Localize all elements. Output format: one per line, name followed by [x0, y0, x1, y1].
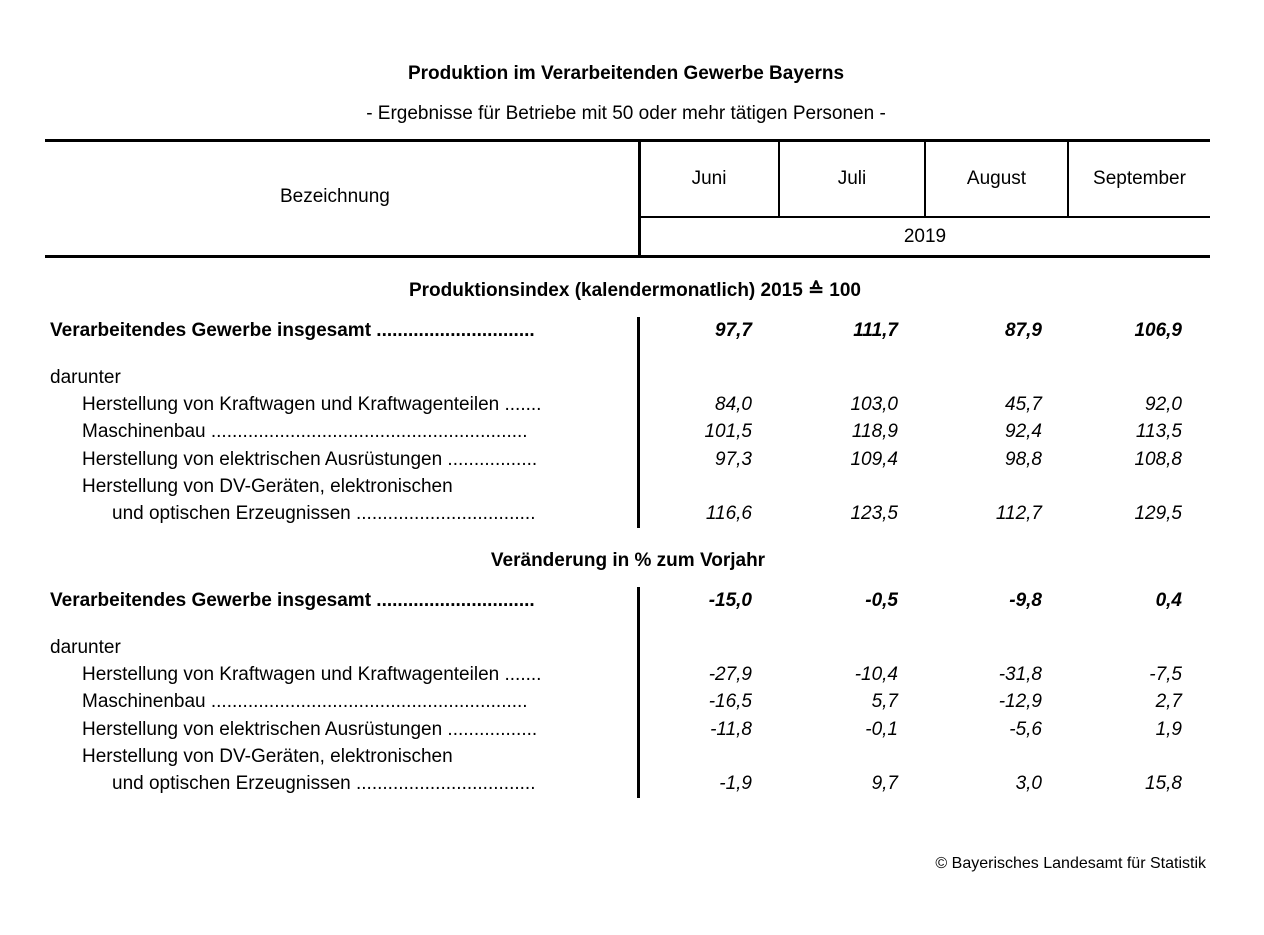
row-label: Verarbeitendes Gewerbe insgesamt .......…	[50, 590, 535, 611]
row-label: Maschinenbau ...........................…	[82, 421, 528, 442]
darunter-label-row: darunter	[0, 367, 1264, 393]
header-year: 2019	[903, 226, 947, 247]
table-row-dv-line1: Herstellung von DV-Geräten, elektronisch…	[0, 746, 1264, 772]
row-label: Herstellung von DV-Geräten, elektronisch…	[82, 746, 453, 767]
row-label: Herstellung von DV-Geräten, elektronisch…	[82, 476, 453, 497]
cell-value: 103,0	[850, 394, 898, 415]
row-label: und optischen Erzeugnissen .............…	[112, 503, 536, 524]
cell-value: -31,8	[998, 664, 1042, 685]
month-divider-3	[1067, 141, 1069, 218]
table-row-total: Verarbeitendes Gewerbe insgesamt .......…	[0, 590, 1264, 616]
cell-value: 123,5	[850, 503, 898, 524]
page-title: Produktion im Verarbeitenden Gewerbe Bay…	[407, 63, 845, 84]
table-row: Herstellung von Kraftwagen und Kraftwage…	[0, 394, 1264, 420]
cell-value: 98,8	[1005, 449, 1042, 470]
cell-value: 101,5	[704, 421, 752, 442]
table-row-dv-line2: und optischen Erzeugnissen .............…	[0, 503, 1264, 529]
copyright-footer: © Bayerisches Landesamt für Statistik	[935, 855, 1206, 872]
table-row-dv-line1: Herstellung von DV-Geräten, elektronisch…	[0, 476, 1264, 502]
cell-value: 97,7	[715, 320, 752, 341]
row-label: und optischen Erzeugnissen .............…	[112, 773, 536, 794]
cell-value: 109,4	[850, 449, 898, 470]
header-month-juni: Juni	[691, 168, 727, 189]
header-month-juli: Juli	[837, 168, 867, 189]
page-subtitle: - Ergebnisse für Betriebe mit 50 oder me…	[366, 103, 886, 124]
cell-value: 106,9	[1134, 320, 1182, 341]
month-divider-1	[778, 141, 780, 218]
header-bottom-rule	[45, 255, 1210, 258]
row-label: Verarbeitendes Gewerbe insgesamt .......…	[50, 320, 535, 341]
cell-value: 113,5	[1135, 421, 1182, 442]
row-label: Herstellung von Kraftwagen und Kraftwage…	[82, 664, 542, 685]
cell-value: -27,9	[708, 664, 752, 685]
darunter-label: darunter	[50, 367, 121, 388]
darunter-label-row: darunter	[0, 637, 1264, 663]
cell-value: 97,3	[715, 449, 752, 470]
month-divider-2	[924, 141, 926, 218]
table-row: Herstellung von Kraftwagen und Kraftwage…	[0, 664, 1264, 690]
row-label: Herstellung von Kraftwagen und Kraftwage…	[82, 394, 542, 415]
cell-value: 45,7	[1005, 394, 1042, 415]
table-top-rule	[45, 139, 1210, 142]
cell-value: -12,9	[998, 691, 1042, 712]
row-label: Herstellung von elektrischen Ausrüstunge…	[82, 719, 538, 740]
darunter-label: darunter	[50, 637, 121, 658]
cell-value: -16,5	[708, 691, 752, 712]
cell-value: 87,9	[1005, 320, 1042, 341]
cell-value: 2,7	[1155, 691, 1182, 712]
table-row: Maschinenbau ...........................…	[0, 691, 1264, 717]
cell-value: 9,7	[871, 773, 898, 794]
cell-value: -11,8	[710, 719, 752, 740]
cell-value: 118,9	[851, 421, 898, 442]
header-month-september: September	[1093, 168, 1186, 189]
cell-value: -5,6	[1009, 719, 1042, 740]
cell-value: 92,4	[1005, 421, 1042, 442]
section-title-index: Produktionsindex (kalendermonatlich) 201…	[408, 280, 861, 301]
cell-value: -7,5	[1149, 664, 1182, 685]
row-label: Maschinenbau ...........................…	[82, 691, 528, 712]
cell-value: -15,0	[708, 590, 752, 611]
cell-value: 0,4	[1155, 590, 1182, 611]
cell-value: 15,8	[1145, 773, 1182, 794]
table-row: Herstellung von elektrischen Ausrüstunge…	[0, 719, 1264, 745]
cell-value: -0,5	[865, 590, 898, 611]
row-label: Herstellung von elektrischen Ausrüstunge…	[82, 449, 538, 470]
table-row: Maschinenbau ...........................…	[0, 421, 1264, 447]
cell-value: -0,1	[865, 719, 898, 740]
cell-value: 111,7	[853, 320, 898, 341]
header-bezeichnung: Bezeichnung	[280, 186, 390, 207]
cell-value: 92,0	[1145, 394, 1182, 415]
table-row: Herstellung von elektrischen Ausrüstunge…	[0, 449, 1264, 475]
cell-value: 116,6	[705, 503, 752, 524]
cell-value: -10,4	[854, 664, 898, 685]
table-row-dv-line2: und optischen Erzeugnissen .............…	[0, 773, 1264, 799]
cell-value: 1,9	[1155, 719, 1182, 740]
header-divider	[638, 141, 641, 255]
cell-value: -1,9	[719, 773, 752, 794]
cell-value: 84,0	[715, 394, 752, 415]
header-month-august: August	[966, 168, 1027, 189]
body-divider-2	[637, 587, 640, 798]
cell-value: 3,0	[1015, 773, 1042, 794]
cell-value: 5,7	[871, 691, 898, 712]
cell-value: 108,8	[1134, 449, 1182, 470]
cell-value: -9,8	[1009, 590, 1042, 611]
cell-value: 129,5	[1134, 503, 1182, 524]
cell-value: 112,7	[995, 503, 1042, 524]
body-divider-1	[637, 317, 640, 528]
section-title-change: Veränderung in % zum Vorjahr	[490, 550, 766, 571]
table-row-total: Verarbeitendes Gewerbe insgesamt .......…	[0, 320, 1264, 346]
